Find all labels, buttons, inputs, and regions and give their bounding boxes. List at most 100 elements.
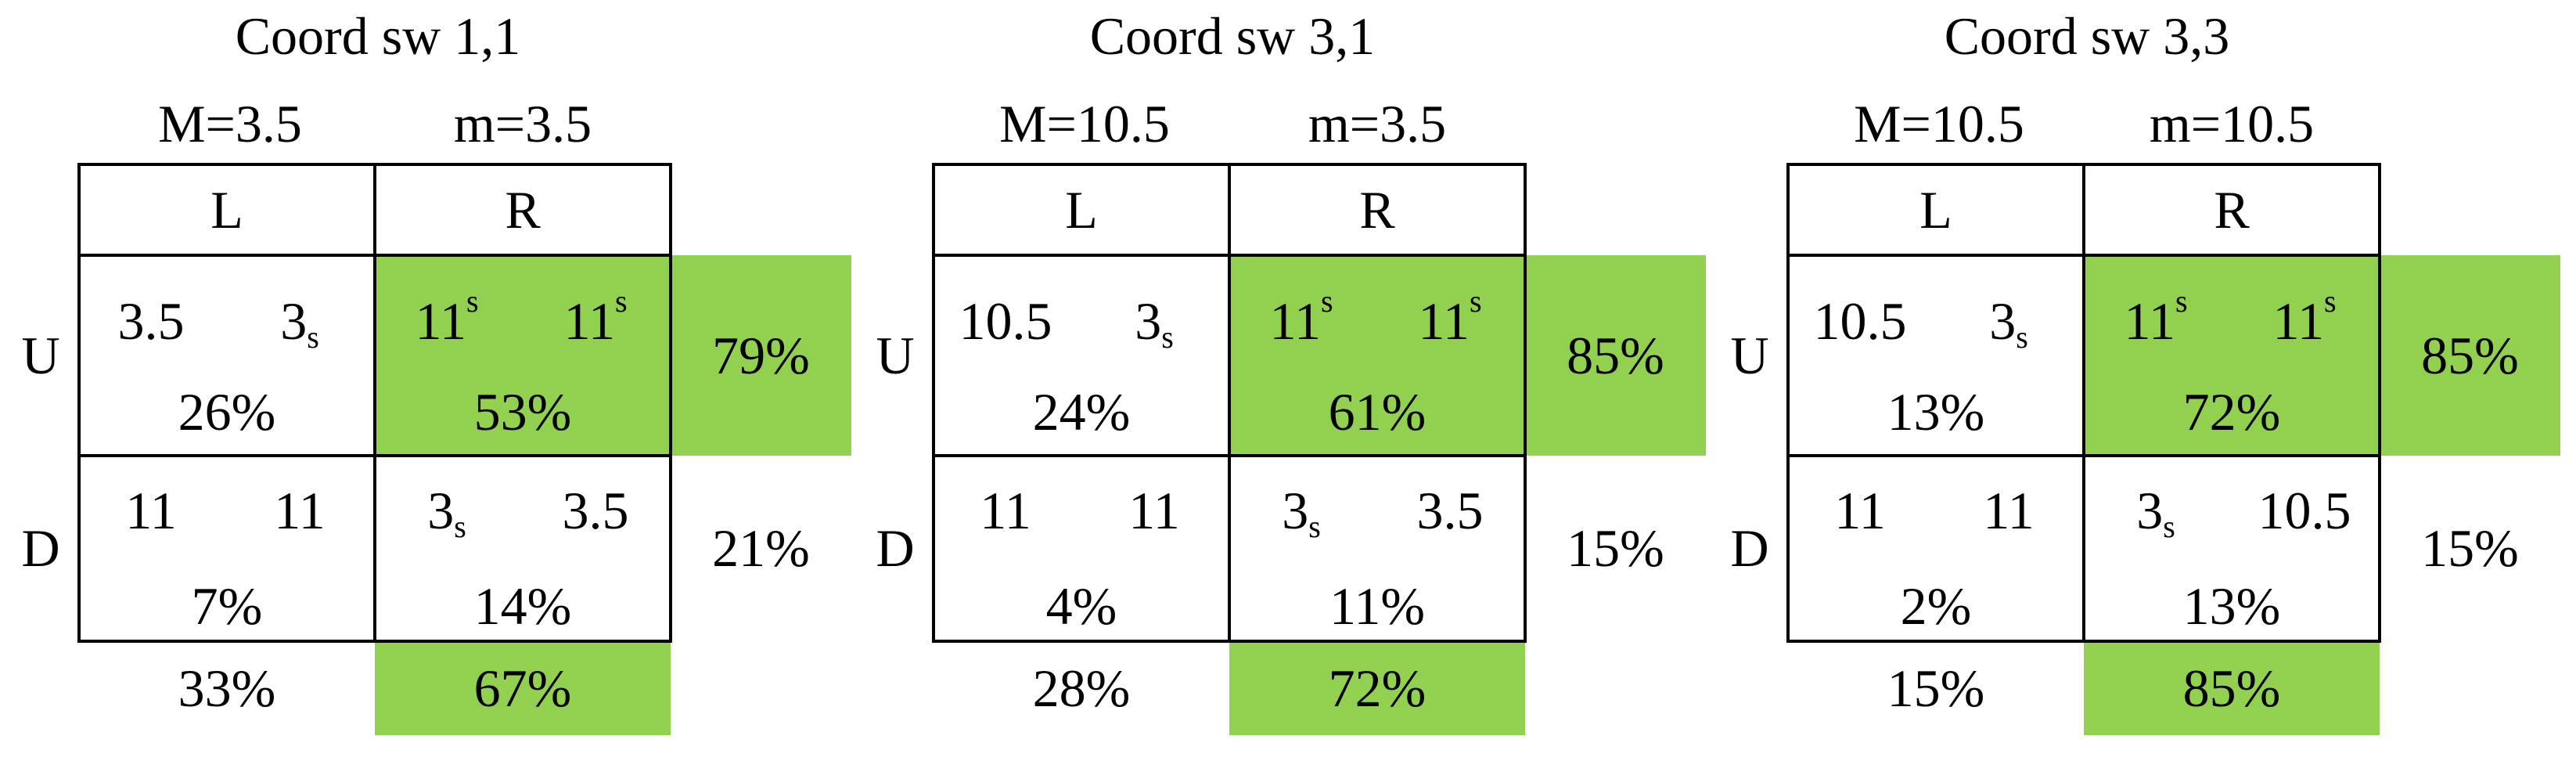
column-label: R: [1359, 179, 1395, 240]
row-marginal: 15%: [1567, 518, 1664, 578]
payoff: 11: [73, 479, 229, 542]
payoff: 3.5: [73, 290, 229, 352]
payoff-superscript: s: [1469, 283, 1482, 319]
table-border: [1786, 163, 2381, 166]
payoff-value: 3.5: [1416, 480, 1484, 540]
payoff-value: 11: [274, 480, 326, 540]
payoff-value: 3: [427, 480, 455, 540]
min-label: m=10.5: [2149, 93, 2315, 153]
payoff-value: 11: [415, 290, 466, 351]
payoff-value: 11: [980, 480, 1031, 540]
column-marginal: 33%: [178, 658, 276, 718]
table-border: [932, 163, 935, 643]
table-border: [77, 254, 672, 257]
table-border: [932, 640, 1527, 643]
payoff: 11: [1782, 479, 1938, 542]
table-border: [1524, 163, 1527, 643]
cell-percent: 13%: [2182, 575, 2281, 636]
payoff: 3.5: [1372, 479, 1528, 542]
table-border: [932, 163, 1527, 166]
cell-percent: 11%: [1329, 575, 1426, 636]
table-border: [2082, 163, 2085, 643]
payoff: 3.5: [517, 479, 674, 542]
row-label: D: [21, 518, 60, 578]
payoff-value: 10.5: [2258, 480, 2351, 540]
payoff-superscript: s: [2323, 283, 2337, 319]
payoff-value: 11: [1418, 290, 1470, 351]
payoff: 11: [1076, 479, 1232, 542]
row-label: U: [876, 325, 915, 385]
payoff: 10.5: [1782, 290, 1938, 352]
cell-percent: 7%: [191, 575, 263, 636]
payoff-value: 11: [1834, 480, 1886, 540]
payoff: 10.5: [927, 290, 1084, 352]
table-border: [77, 640, 672, 643]
payoff: 11 s: [1223, 283, 1380, 352]
table-border: [1786, 454, 2381, 457]
table-border: [77, 163, 672, 166]
row-label: D: [1730, 518, 1769, 578]
column-marginal: 28%: [1032, 658, 1131, 718]
table-border: [77, 454, 672, 457]
column-marginal: 15%: [1887, 658, 1985, 718]
table-border: [1228, 163, 1231, 643]
row-marginal: 79%: [671, 255, 851, 456]
cell-percent: 4%: [1045, 575, 1117, 636]
table-border: [2378, 163, 2381, 643]
payoff-value: 3: [1282, 480, 1309, 540]
payoff-value: 3: [2136, 480, 2164, 540]
row-marginal: 21%: [712, 518, 810, 578]
payoff-value: 3.5: [117, 290, 185, 351]
payoff-superscript: s: [614, 283, 628, 319]
payoff: 11 s: [517, 283, 674, 352]
payoff-value: 11: [1983, 480, 2035, 540]
payoff: 11 s: [2226, 283, 2383, 352]
cell-percent: 61%: [1328, 381, 1427, 442]
cell-percent: 24%: [1032, 381, 1131, 442]
min-label: m=3.5: [453, 93, 592, 153]
panel-title: Coord sw 3,1: [1089, 5, 1376, 66]
column-label: R: [505, 179, 541, 240]
panel-title: Coord sw 3,3: [1944, 5, 2230, 66]
payoff-superscript: s: [1320, 283, 1333, 319]
payoff-subscript: s: [1161, 319, 1174, 355]
payoff-subscript: s: [454, 508, 466, 544]
column-label: L: [1919, 179, 1952, 240]
max-label: M=3.5: [158, 93, 302, 153]
payoff: 11: [1930, 479, 2087, 542]
row-marginal: 15%: [2421, 518, 2519, 578]
payoff-value: 11: [1269, 290, 1321, 351]
min-label: m=3.5: [1308, 93, 1447, 153]
row-label: D: [876, 518, 915, 578]
payoff-value: 3: [1135, 290, 1162, 351]
column-label: L: [1065, 179, 1098, 240]
payoff-superscript: s: [2175, 283, 2188, 319]
cell-percent: 13%: [1887, 381, 1985, 442]
payoff-value: 10.5: [959, 290, 1052, 351]
cell-percent: 2%: [1900, 575, 1972, 636]
cell-percent: 14%: [473, 575, 572, 636]
column-marginal: 67%: [375, 641, 671, 735]
payoff-value: 11: [2124, 290, 2175, 351]
table-border: [373, 163, 376, 643]
payoff-value: 3: [1989, 290, 2017, 351]
table-border: [77, 163, 81, 643]
payoff: 11 s: [1372, 283, 1528, 352]
payoff-value: 11: [125, 480, 177, 540]
payoff: 11 s: [2078, 283, 2234, 352]
payoff-value: 10.5: [1813, 290, 1907, 351]
payoff: 11: [221, 479, 378, 542]
cell: [375, 255, 671, 456]
cell: [1229, 255, 1525, 456]
payoff-subscript: s: [2016, 319, 2028, 355]
column-label: R: [2214, 179, 2250, 240]
cell: [2084, 255, 2380, 456]
row-label: U: [1730, 325, 1769, 385]
payoff-value: 11: [2272, 290, 2324, 351]
